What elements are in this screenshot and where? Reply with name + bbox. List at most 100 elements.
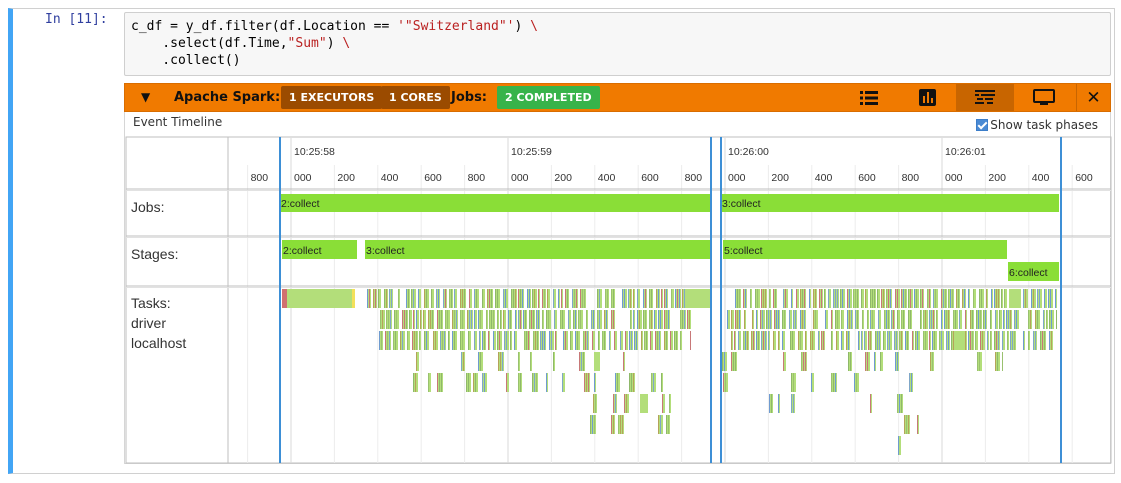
task-bar[interactable] [897,310,900,329]
task-bar[interactable] [811,373,814,392]
task-bar[interactable] [883,331,886,350]
stage-bar[interactable] [282,240,357,259]
task-bar[interactable] [789,310,792,329]
task-bar[interactable] [570,331,573,350]
job-bar[interactable] [280,194,711,212]
task-bar[interactable] [687,289,711,308]
task-bar[interactable] [727,310,730,329]
task-bar[interactable] [671,289,674,308]
stage-bar[interactable] [365,240,711,259]
task-phase [932,331,933,350]
timeline-button[interactable] [956,84,1014,111]
task-bar[interactable] [594,352,600,371]
task-bar[interactable] [547,289,550,308]
task-bar[interactable] [782,331,785,350]
task-bar[interactable] [407,331,410,350]
task-bar[interactable] [898,436,901,455]
executors-button[interactable] [1015,84,1073,111]
task-bar[interactable] [503,310,506,329]
task-bar[interactable] [861,289,864,308]
checkbox-icon[interactable] [976,119,989,131]
task-bar[interactable] [554,310,557,329]
task-bar[interactable] [773,331,776,350]
task-chart-button[interactable] [898,84,956,111]
jobs-table-button[interactable] [840,84,898,111]
task-bar[interactable] [482,289,485,308]
task-bar[interactable] [637,289,640,308]
close-icon[interactable]: ✕ [1076,84,1110,111]
task-bar[interactable] [841,331,844,350]
task-phase [587,331,588,350]
collapse-arrow-icon[interactable]: ▼ [141,90,151,104]
task-phase [577,331,578,350]
task-bar[interactable] [428,373,431,392]
task-bar[interactable] [553,289,556,308]
task-bar[interactable] [650,331,653,350]
task-bar[interactable] [738,331,741,350]
task-bar[interactable] [620,331,623,350]
task-bar[interactable] [568,310,571,329]
task-bar[interactable] [954,331,964,350]
code-text[interactable]: c_df = y_df.filter(df.Location == '"Swit… [131,18,538,69]
job-bar[interactable] [721,194,1059,212]
task-bar[interactable] [999,310,1002,329]
task-bar[interactable] [282,289,354,308]
task-bar[interactable] [1002,331,1005,350]
task-phase [848,331,849,350]
stage-bar[interactable] [723,240,1007,259]
task-bar[interactable] [975,331,978,350]
task-phase [439,310,440,329]
task-bar[interactable] [416,352,419,371]
task-phase [661,373,662,392]
task-bar[interactable] [864,331,867,350]
stage-bar[interactable] [1008,262,1059,281]
task-bar[interactable] [796,289,799,308]
task-phase [594,373,595,392]
task-bar[interactable] [731,310,734,329]
task-bar[interactable] [431,289,434,308]
task-bar[interactable] [625,331,628,350]
task-bar[interactable] [828,289,831,308]
task-bar[interactable] [1009,289,1021,308]
task-bar[interactable] [592,331,595,350]
task-bar[interactable] [468,331,471,350]
task-bar[interactable] [865,289,868,308]
task-bar[interactable] [995,310,998,329]
task-bar[interactable] [878,310,881,329]
task-bar[interactable] [880,352,883,371]
task-bar[interactable] [836,331,839,350]
task-bar[interactable] [423,310,426,329]
timeline-chart[interactable]: 10:25:5710:25:5810:25:5910:26:0010:26:01… [125,112,1112,464]
task-bar[interactable] [474,310,477,329]
task-bar[interactable] [614,331,617,350]
task-bar[interactable] [640,394,648,413]
task-bar[interactable] [662,394,665,413]
task-bar[interactable] [1004,289,1007,308]
code-editor[interactable]: c_df = y_df.filter(df.Location == '"Swit… [124,12,1111,76]
task-bar[interactable] [825,310,828,329]
task-phase [568,310,569,329]
task-phase [625,331,626,350]
task-phase [653,373,654,392]
task-bar[interactable] [418,289,421,308]
task-bar[interactable] [378,289,381,308]
task-bar[interactable] [416,310,419,329]
task-bar[interactable] [409,310,412,329]
task-bar[interactable] [973,289,976,308]
task-bar[interactable] [670,331,673,350]
task-bar[interactable] [654,310,657,329]
task-bar[interactable] [1044,289,1047,308]
task-bar[interactable] [877,289,880,308]
task-bar[interactable] [514,331,517,350]
task-bar[interactable] [562,373,565,392]
show-task-phases-toggle[interactable]: Show task phases [976,118,1098,132]
task-bar[interactable] [469,289,472,308]
task-bar[interactable] [493,331,496,350]
task-bar[interactable] [783,352,786,371]
task-phase [479,331,480,350]
task-bar[interactable] [506,373,509,392]
task-bar[interactable] [474,331,477,350]
task-bar[interactable] [959,310,962,329]
task-bar[interactable] [841,310,844,329]
task-bar[interactable] [454,289,457,308]
